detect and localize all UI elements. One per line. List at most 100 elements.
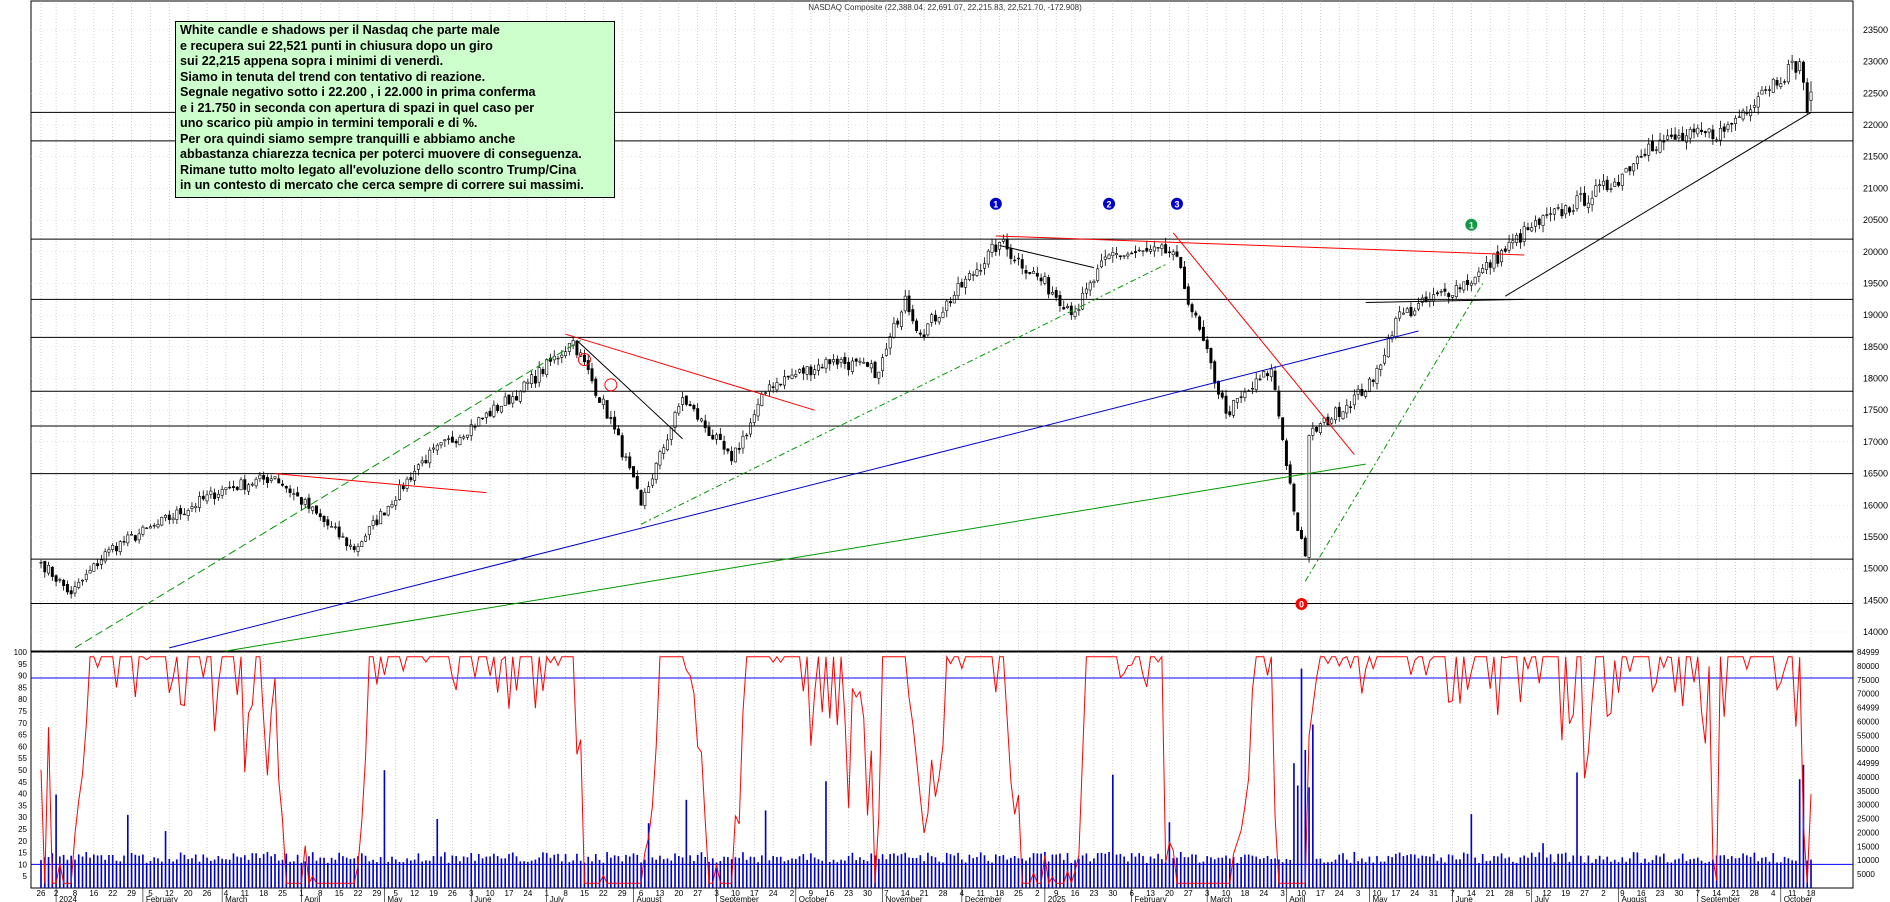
candle-body (1311, 427, 1315, 436)
x-day-tick: 17 (1391, 889, 1400, 898)
candle-body (1213, 361, 1217, 384)
x-day-tick: 5 (394, 889, 399, 898)
candle-body (1726, 124, 1730, 130)
candle-body (556, 357, 560, 360)
candle-body (609, 417, 613, 419)
candle-body (832, 359, 836, 363)
price-tick-label: 17500 (1863, 405, 1888, 415)
candle-body (439, 442, 443, 446)
x-day-tick: 9 (1620, 889, 1625, 898)
candle-body (1149, 249, 1153, 252)
candle-body (382, 512, 386, 516)
x-day-tick: 22 (354, 889, 363, 898)
candle-body (96, 563, 100, 567)
candle-body (1039, 277, 1043, 282)
candle-body (118, 541, 122, 552)
candle-body (435, 444, 439, 451)
candle-body (1145, 247, 1149, 252)
price-tick-label: 16500 (1863, 469, 1888, 479)
candle-body (1352, 394, 1356, 406)
candle-body (307, 497, 311, 509)
candle-body (1292, 483, 1296, 512)
candle-body (1741, 110, 1745, 120)
candle-body (77, 581, 81, 588)
candle-body (356, 546, 360, 552)
candle-body (1130, 252, 1134, 255)
candle-body (1492, 253, 1496, 269)
price-tick-label: 19000 (1863, 310, 1888, 320)
candle-body (58, 579, 62, 581)
wave-marker-label: 1 (993, 199, 998, 209)
candle-body (1103, 256, 1107, 260)
candle-body (1477, 271, 1481, 277)
candle-body (496, 405, 500, 411)
candle-body (1503, 248, 1507, 252)
candle-body (1269, 368, 1273, 377)
candle-body (1594, 185, 1598, 197)
blue-trendline (169, 330, 1419, 649)
candle-body (1692, 128, 1696, 133)
candle-body (281, 483, 285, 486)
x-month-label: October (799, 895, 828, 902)
candle-body (296, 492, 300, 497)
candle-body (816, 364, 820, 371)
x-day-tick: 23 (1656, 889, 1665, 898)
candle-body (1043, 276, 1047, 284)
x-day-tick: 25 (278, 889, 287, 898)
candle-body (990, 243, 994, 253)
candle-body (1217, 380, 1220, 395)
x-month-label: September (1701, 895, 1740, 902)
price-tick-label: 21000 (1863, 183, 1888, 193)
x-day-tick: 5 (148, 889, 153, 898)
x-day-tick: 2 (1601, 889, 1606, 898)
candle-body (582, 354, 586, 363)
candle-body (1243, 391, 1247, 398)
volume-tick-label: 35000 (1857, 787, 1880, 796)
candle-body (662, 447, 666, 454)
candle-body (1583, 192, 1587, 206)
x-day-tick: 15 (580, 889, 589, 898)
candle-body (213, 492, 217, 500)
candle-body (1383, 354, 1387, 364)
candle-body (62, 579, 66, 586)
candle-body (696, 408, 700, 420)
candle-body (798, 369, 802, 373)
x-day-tick: 27 (1580, 889, 1589, 898)
red-circle-hint (604, 378, 618, 392)
candle-body (1775, 80, 1779, 86)
x-month-label: September (720, 895, 759, 902)
candle-body (311, 506, 315, 511)
oscillator-tick-label: 95 (18, 660, 27, 669)
wave-marker-blue (989, 197, 1002, 210)
candle-body (220, 489, 224, 496)
candle-body (88, 569, 92, 574)
candle-body (1613, 181, 1617, 187)
candle-body (760, 394, 764, 406)
x-day-tick: 14 (1712, 889, 1721, 898)
candle-body (375, 519, 379, 525)
wave-marker-blue (1170, 197, 1183, 210)
candle-body (673, 412, 677, 428)
candle-body (1658, 139, 1662, 153)
candle-body (1367, 378, 1371, 392)
candle-body (1684, 135, 1688, 143)
candle-body (1005, 239, 1009, 250)
x-day-tick: 17 (1316, 889, 1325, 898)
candle-body (1266, 373, 1270, 377)
candle-body (1156, 247, 1160, 249)
x-day-tick: 3 (1280, 889, 1285, 898)
candle-body (50, 566, 54, 577)
candle-body (1711, 129, 1715, 140)
candle-body (1405, 308, 1409, 313)
x-day-tick: 19 (1561, 889, 1570, 898)
x-day-tick: 28 (1505, 889, 1514, 898)
candle-body (669, 427, 673, 440)
candle-body (1575, 195, 1579, 209)
candle-body (1032, 271, 1036, 274)
candle-body (39, 561, 43, 564)
x-day-tick: 21 (920, 889, 929, 898)
candle-body (1764, 89, 1768, 91)
candle-body (1526, 227, 1530, 230)
candle-body (1730, 122, 1734, 125)
x-month-label: October (1784, 895, 1813, 902)
